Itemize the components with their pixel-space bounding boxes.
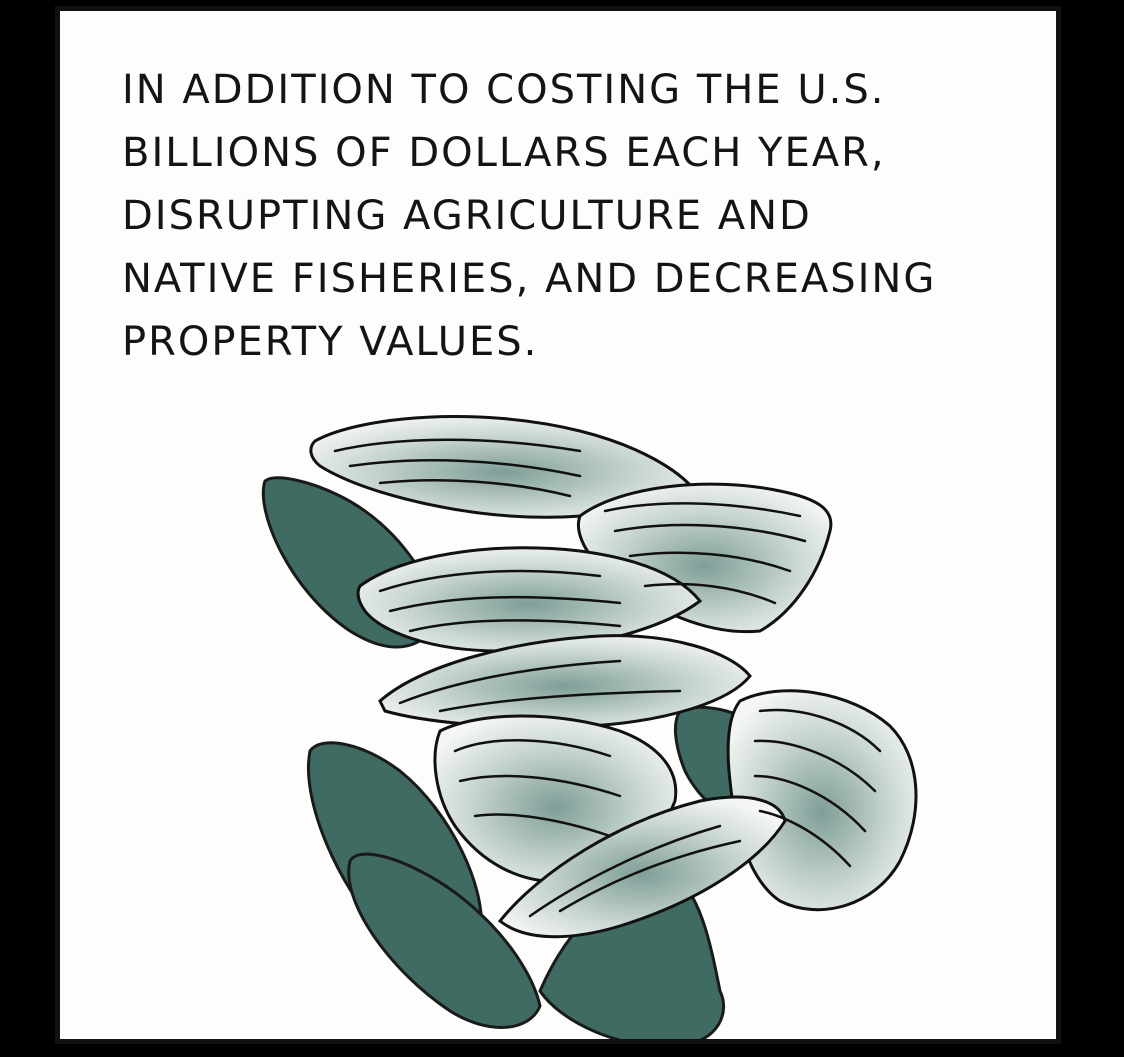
caption-text: IN ADDITION TO COSTING THE U.S. BILLIONS… bbox=[122, 59, 1022, 374]
caption-line-4: NATIVE FISHERIES, AND DECREASING bbox=[122, 256, 937, 302]
shell-bottom bbox=[497, 795, 787, 939]
comic-panel: IN ADDITION TO COSTING THE U.S. BILLIONS… bbox=[55, 6, 1061, 1044]
caption-line-2: BILLIONS OF DOLLARS EACH YEAR, bbox=[122, 130, 886, 176]
shell-lower-right bbox=[726, 689, 918, 912]
mussel-cluster-illustration bbox=[261, 415, 918, 1039]
caption-line-3: DISRUPTING AGRICULTURE AND bbox=[122, 193, 812, 239]
shell-growth-lines bbox=[333, 438, 882, 918]
caption-line-1: IN ADDITION TO COSTING THE U.S. bbox=[122, 67, 886, 113]
dark-shell-bottom-left bbox=[347, 852, 542, 1029]
caption-line-5: PROPERTY VALUES. bbox=[122, 319, 539, 365]
